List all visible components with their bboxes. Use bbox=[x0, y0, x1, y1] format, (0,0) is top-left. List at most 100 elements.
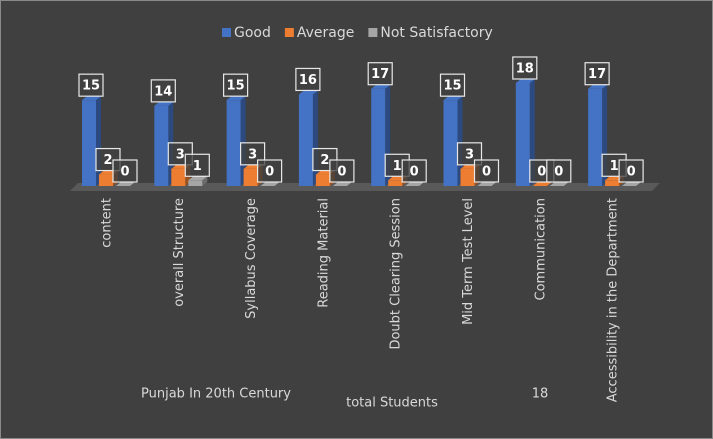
data-label: 3 bbox=[176, 147, 185, 162]
bar-front bbox=[588, 88, 603, 186]
bar bbox=[226, 96, 246, 186]
data-label: 17 bbox=[371, 67, 389, 82]
data-label: 3 bbox=[465, 147, 474, 162]
data-label-box bbox=[78, 73, 104, 97]
bar bbox=[622, 182, 642, 186]
annotation: Punjab In 20th Century bbox=[141, 387, 291, 402]
data-label-box bbox=[584, 62, 610, 86]
data-label-box bbox=[512, 56, 538, 80]
data-label-box bbox=[618, 159, 644, 183]
bar-front bbox=[226, 100, 241, 186]
bar-front bbox=[298, 94, 313, 186]
bar bbox=[188, 176, 208, 186]
data-label: 15 bbox=[82, 79, 100, 94]
bar bbox=[515, 79, 535, 186]
data-label-box bbox=[112, 159, 138, 183]
x-tick-label: Syllabus Coverage bbox=[244, 198, 259, 319]
data-label: 0 bbox=[537, 165, 546, 180]
legend-label: Average bbox=[297, 25, 355, 41]
bar-top bbox=[82, 96, 101, 101]
x-tick-label: content bbox=[100, 198, 115, 248]
bar-front bbox=[82, 100, 96, 186]
data-label-box bbox=[473, 159, 500, 183]
data-label: 0 bbox=[482, 165, 491, 180]
x-tick-label: overall Structure bbox=[172, 198, 187, 307]
data-label-box bbox=[257, 159, 283, 183]
bar bbox=[82, 96, 101, 186]
bar-side bbox=[202, 176, 208, 186]
bar-top bbox=[298, 90, 318, 95]
bar-top bbox=[188, 176, 208, 181]
bar-front bbox=[154, 105, 169, 186]
data-label: 15 bbox=[443, 79, 461, 94]
x-tick-label: Communication bbox=[533, 198, 548, 300]
data-label: 1 bbox=[393, 159, 402, 174]
data-label-box bbox=[329, 159, 355, 183]
data-label: 17 bbox=[588, 67, 606, 82]
data-label-box bbox=[367, 62, 393, 86]
data-label: 0 bbox=[554, 165, 563, 180]
bar bbox=[549, 182, 569, 186]
x-tick-label: Doubt Clearing Session bbox=[389, 198, 404, 350]
bar-front bbox=[460, 168, 475, 186]
bar-front bbox=[188, 180, 203, 186]
data-label: 0 bbox=[120, 165, 129, 180]
bar-top bbox=[532, 182, 552, 186]
bar-top bbox=[549, 182, 569, 186]
data-label-box bbox=[240, 142, 266, 166]
bar-front bbox=[443, 100, 458, 186]
data-label-box bbox=[546, 159, 572, 183]
bar-side bbox=[312, 90, 318, 186]
bar bbox=[405, 182, 425, 186]
x-tick-label: Reading Material bbox=[316, 198, 331, 308]
bar-front bbox=[371, 88, 386, 186]
data-label: 3 bbox=[248, 147, 257, 162]
data-label-box bbox=[150, 79, 176, 103]
data-label-box bbox=[401, 159, 427, 183]
bar-front bbox=[171, 168, 186, 186]
data-label: 15 bbox=[227, 79, 245, 94]
legend-label: Not Satisfactory bbox=[380, 25, 492, 41]
data-label-box bbox=[223, 73, 249, 97]
bar-top bbox=[332, 182, 352, 186]
data-label: 0 bbox=[265, 165, 274, 180]
data-label: 1 bbox=[610, 159, 619, 174]
data-label: 14 bbox=[154, 84, 172, 99]
annotation: total Students bbox=[346, 396, 438, 411]
bar bbox=[443, 96, 463, 186]
x-tick-label: Mid Term Test Level bbox=[461, 198, 476, 325]
data-label-box bbox=[439, 73, 466, 97]
bar-front bbox=[243, 168, 258, 186]
bar-top bbox=[477, 182, 497, 186]
data-label-box bbox=[295, 67, 321, 92]
bar-top bbox=[622, 182, 642, 186]
bar bbox=[477, 182, 497, 186]
bar-top bbox=[405, 182, 425, 186]
bar-side bbox=[529, 79, 535, 186]
data-label: 2 bbox=[320, 153, 329, 168]
bar bbox=[260, 182, 280, 186]
annotation: 18 bbox=[532, 387, 549, 402]
data-label-box bbox=[456, 142, 483, 166]
floor bbox=[70, 183, 660, 191]
bar bbox=[532, 182, 552, 186]
bar-front bbox=[605, 180, 620, 186]
bar-top bbox=[515, 79, 535, 83]
bar-top bbox=[154, 101, 174, 106]
legend-label: Good bbox=[234, 25, 271, 41]
legend-swatch bbox=[284, 28, 294, 37]
bar-top bbox=[443, 96, 463, 101]
bar bbox=[116, 182, 135, 186]
legend-swatch bbox=[368, 28, 378, 37]
bar-top bbox=[116, 182, 135, 186]
bar-top bbox=[226, 96, 246, 101]
data-label: 0 bbox=[410, 165, 419, 180]
bar bbox=[298, 90, 318, 186]
x-tick-label: Accessibility in the Department bbox=[606, 198, 621, 402]
data-label: 16 bbox=[299, 73, 317, 88]
bar-front bbox=[99, 174, 113, 186]
data-label: 2 bbox=[103, 153, 112, 168]
legend-swatch bbox=[222, 28, 231, 37]
bar-top bbox=[260, 182, 280, 186]
